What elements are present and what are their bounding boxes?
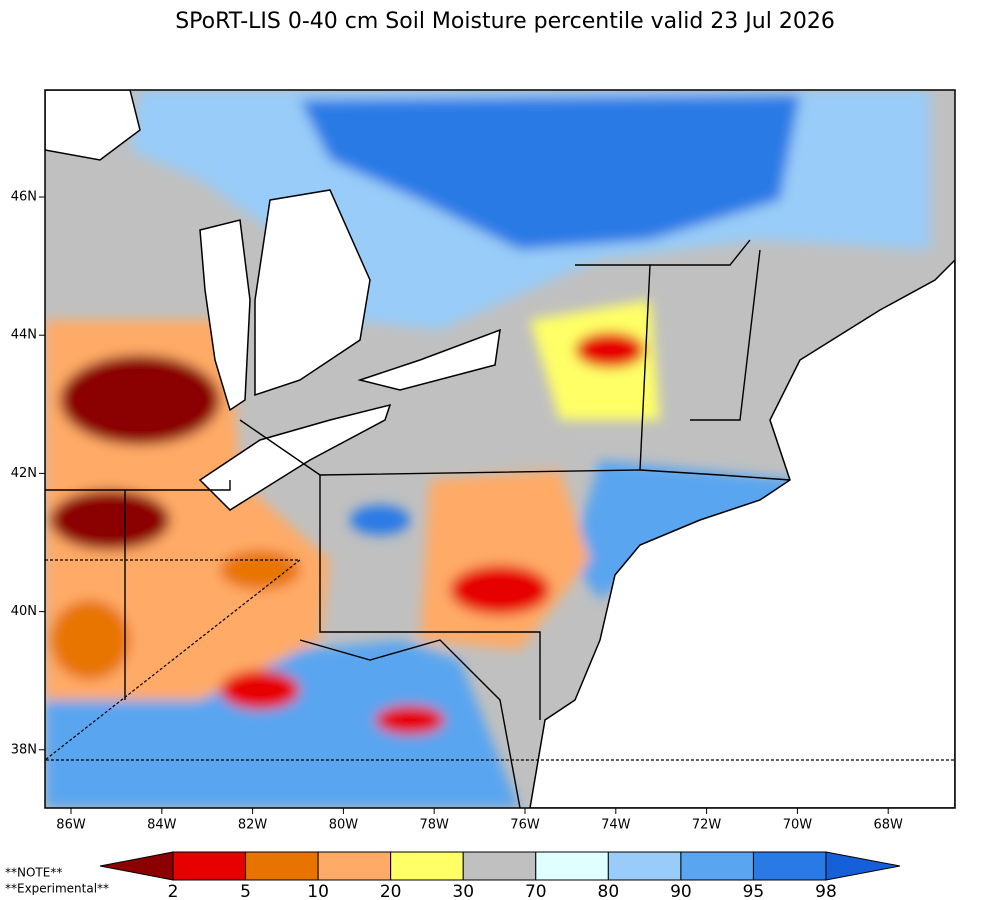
region: [50, 600, 130, 680]
colorbar-label: 30: [452, 882, 474, 900]
lat-label: 46N: [11, 190, 37, 205]
lon-label: 86W: [56, 818, 86, 833]
lat-label: 38N: [11, 742, 37, 757]
region: [350, 505, 410, 535]
colorbar-box: [607, 851, 682, 881]
lake-michigan: [199, 219, 251, 412]
region: [450, 565, 550, 615]
moisture-field: [45, 90, 930, 808]
colorbar-cap: [99, 851, 174, 881]
colorbar-box: [535, 851, 609, 881]
colorbar-box: [172, 851, 247, 881]
border: [299, 639, 521, 808]
colorbar-box: [680, 851, 754, 881]
colorbar-label: 95: [743, 882, 765, 900]
lon-label: 72W: [692, 818, 722, 833]
colorbar-label: 90: [670, 882, 692, 900]
colorbar-box: [390, 851, 464, 881]
note: **NOTE**: [5, 866, 62, 880]
colorbar-label: 2: [168, 882, 179, 900]
ocean: [529, 258, 955, 808]
colorbar-box: [317, 851, 392, 881]
border: [319, 475, 541, 720]
map-frame: [44, 89, 956, 809]
lat-label: 44N: [11, 328, 37, 343]
border: [690, 249, 761, 421]
region: [375, 705, 445, 735]
lake-huron: [254, 189, 371, 397]
colorbar-label: 70: [525, 882, 547, 900]
border: [639, 239, 751, 471]
border: [45, 480, 231, 491]
lon-label: 84W: [147, 818, 177, 833]
colorbar-label: 5: [240, 882, 251, 900]
lat-label: 42N: [11, 466, 37, 481]
region: [60, 355, 220, 445]
region: [50, 490, 170, 550]
region: [45, 640, 520, 808]
colorbar-label: 10: [307, 882, 329, 900]
lon-label: 80W: [329, 818, 359, 833]
map: [45, 90, 955, 808]
colorbar-label: 98: [815, 882, 837, 900]
lon-label: 74W: [601, 818, 631, 833]
lake-ontario: [357, 328, 501, 391]
lon-label: 70W: [783, 818, 813, 833]
note: **Experimental**: [5, 882, 109, 896]
lat-label: 40N: [11, 604, 37, 619]
lon-label: 82W: [238, 818, 268, 833]
lon-label: 76W: [510, 818, 540, 833]
colorbar-label: 80: [598, 882, 620, 900]
county-lines: [45, 559, 955, 761]
colorbar-cap: [825, 851, 901, 881]
region: [300, 95, 800, 250]
lon-label: 68W: [873, 818, 903, 833]
lake-superior: [45, 90, 141, 161]
colorbar-box: [245, 851, 319, 881]
colorbar-box: [462, 851, 537, 881]
axis-labels: 86W 84W 82W 80W 78W 76W 74W 72W 70W 68W 46N 44N 42N 4…: [11, 190, 903, 833]
region: [575, 332, 645, 368]
region: [220, 670, 300, 710]
colorbar-box: [752, 851, 827, 881]
colorbar-label: 20: [380, 882, 402, 900]
colorbar: 2 5 10 20 30 70 80 90 95 98: [99, 851, 901, 900]
map-title: SPoRT-LIS 0-40 cm Soil Moisture percenti…: [175, 9, 835, 34]
lon-label: 78W: [419, 818, 449, 833]
